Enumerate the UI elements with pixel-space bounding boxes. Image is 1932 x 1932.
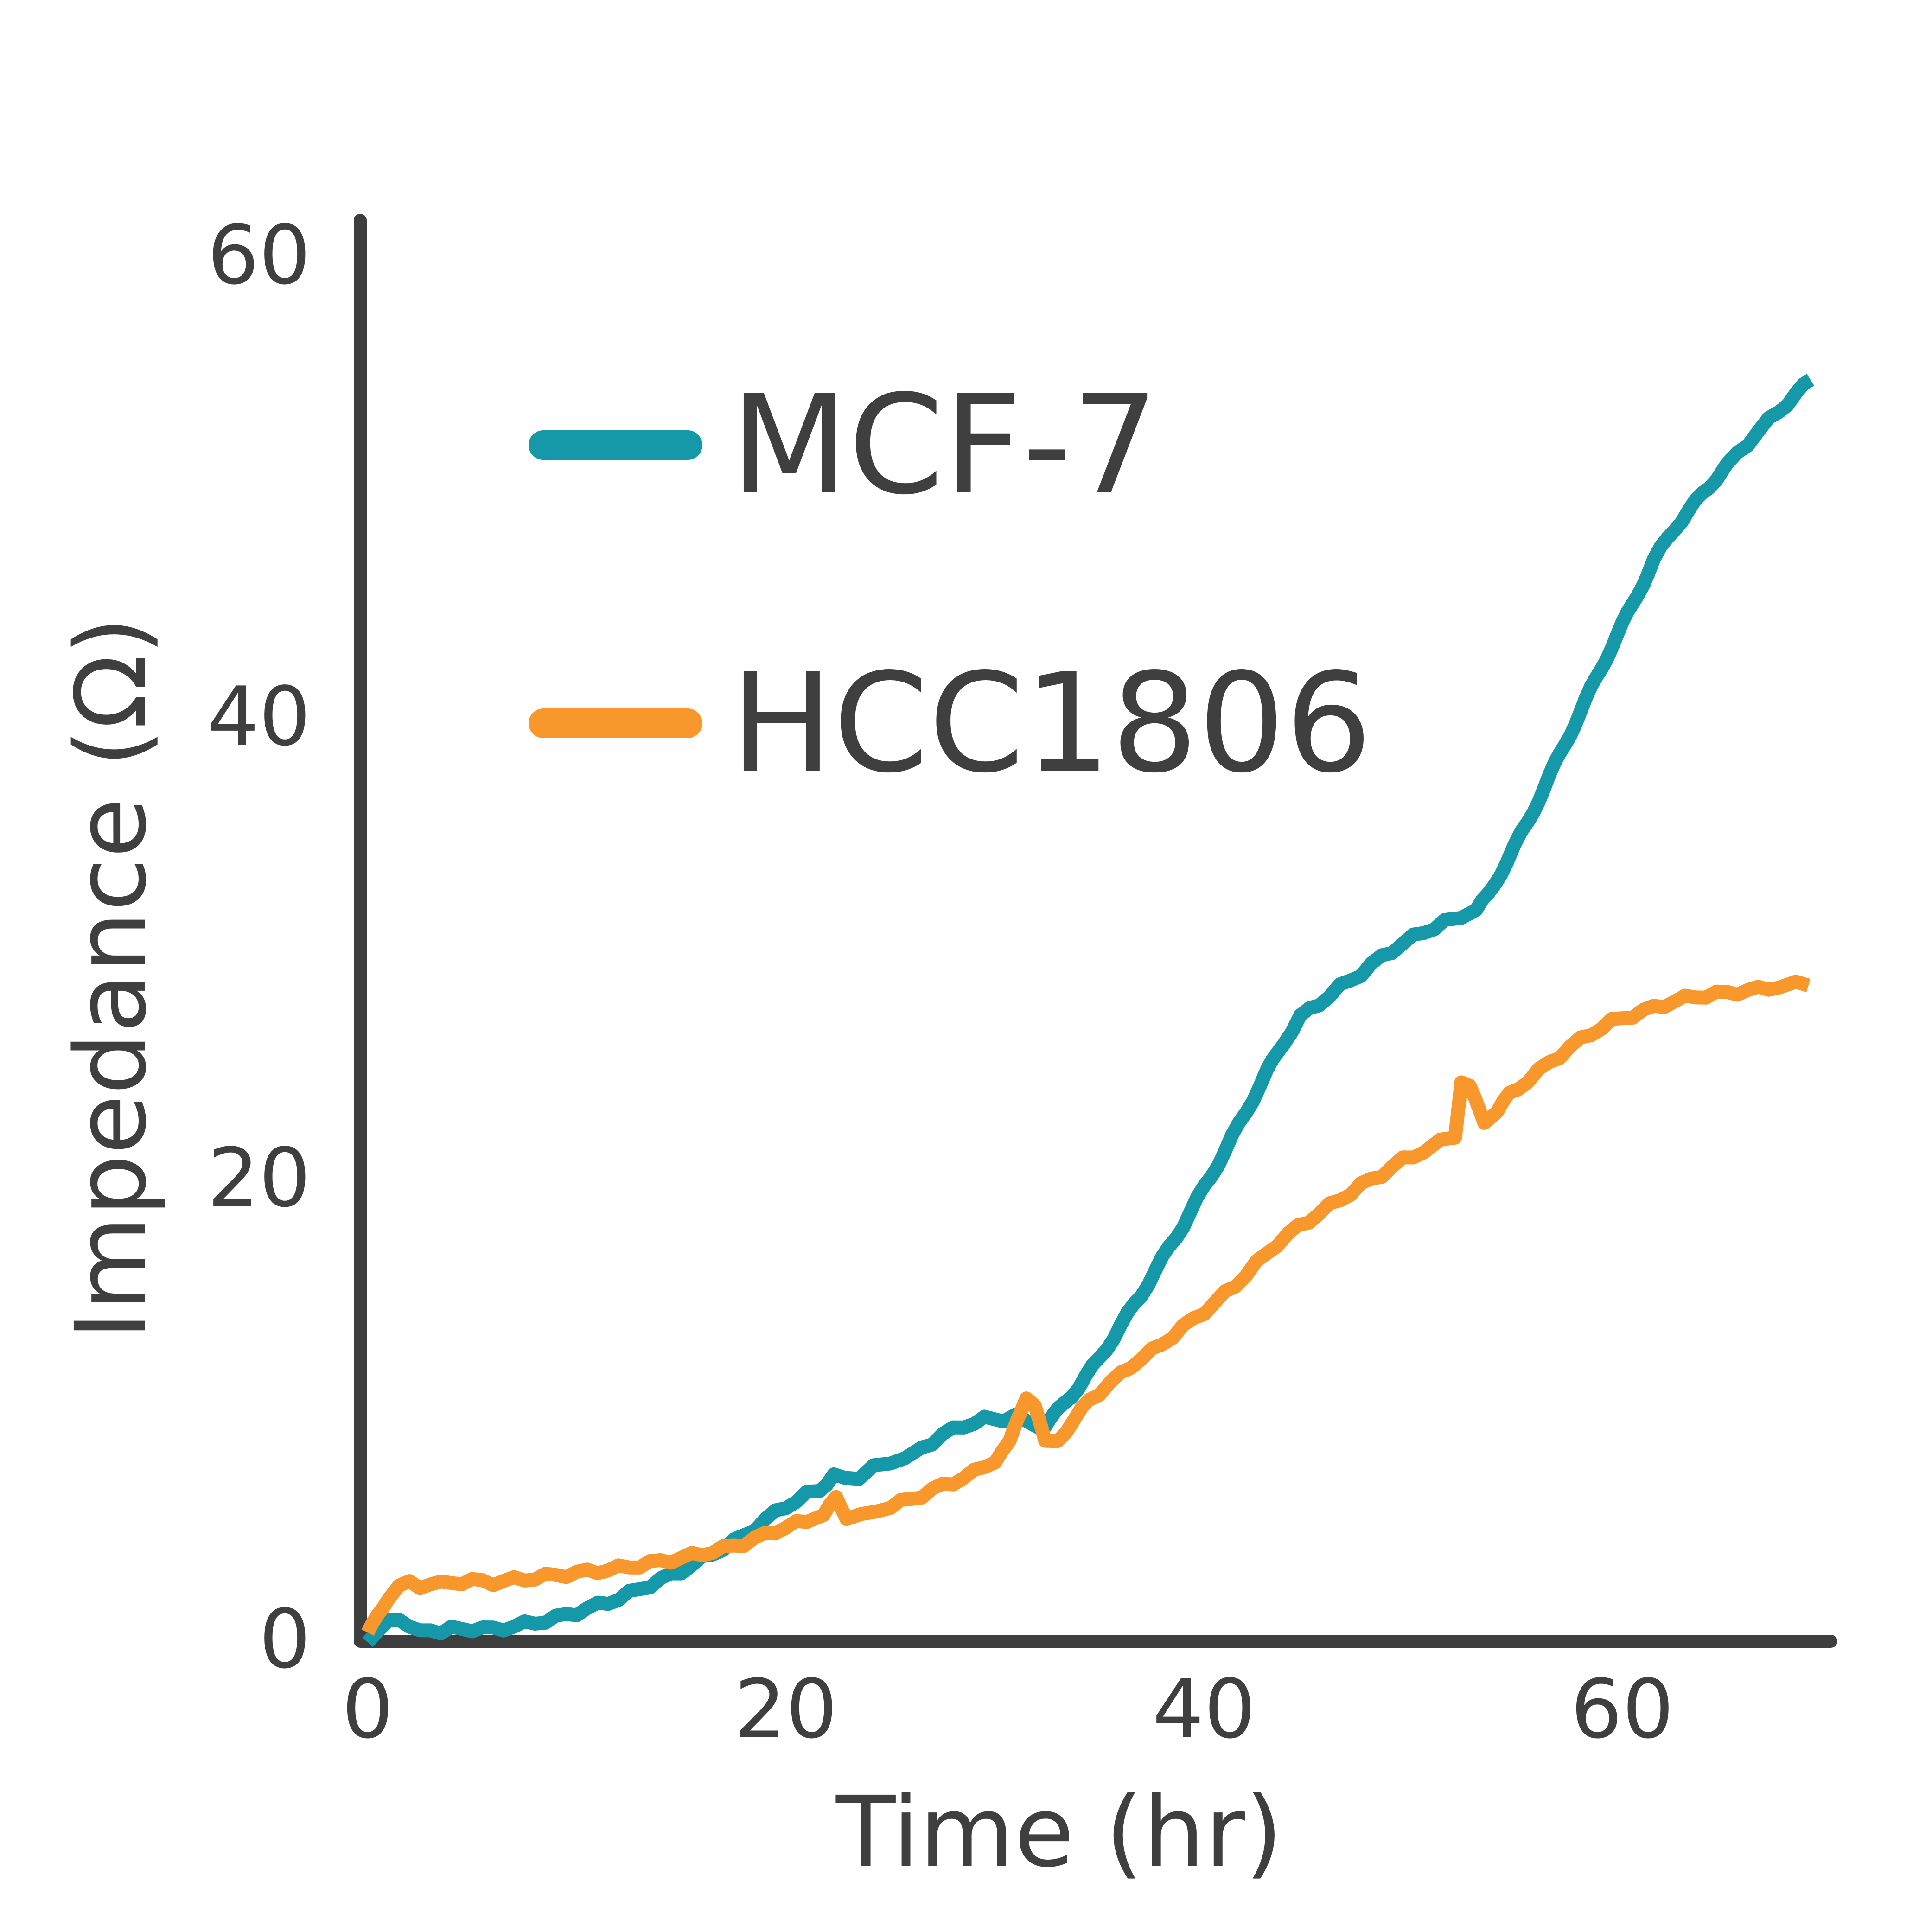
legend-label-mcf7: MCF-7 xyxy=(730,365,1159,525)
y-tick-label-20: 20 xyxy=(207,1131,311,1225)
y-tick-label-60: 60 xyxy=(207,209,311,303)
y-tick-label-0: 0 xyxy=(259,1593,311,1687)
legend-swatch-hcc1806 xyxy=(529,708,702,738)
x-axis-label: Time (hr) xyxy=(836,1775,1283,1889)
legend-swatch-mcf7 xyxy=(529,430,702,460)
legend-label-hcc1806: HCC1806 xyxy=(730,644,1372,803)
series-lines xyxy=(361,374,1814,1647)
y-axis-label: Impedance (Ω) xyxy=(54,617,168,1340)
x-tick-label-0: 0 xyxy=(342,1663,394,1757)
x-tick-label-40: 40 xyxy=(1152,1663,1256,1757)
x-tick-label-60: 60 xyxy=(1570,1663,1674,1757)
x-tick-label-20: 20 xyxy=(734,1663,838,1757)
series-line-hcc1806 xyxy=(361,975,1811,1636)
series-line-mcf-7 xyxy=(362,374,1814,1647)
axes xyxy=(354,214,1837,1648)
y-tick-label-40: 40 xyxy=(207,670,311,764)
